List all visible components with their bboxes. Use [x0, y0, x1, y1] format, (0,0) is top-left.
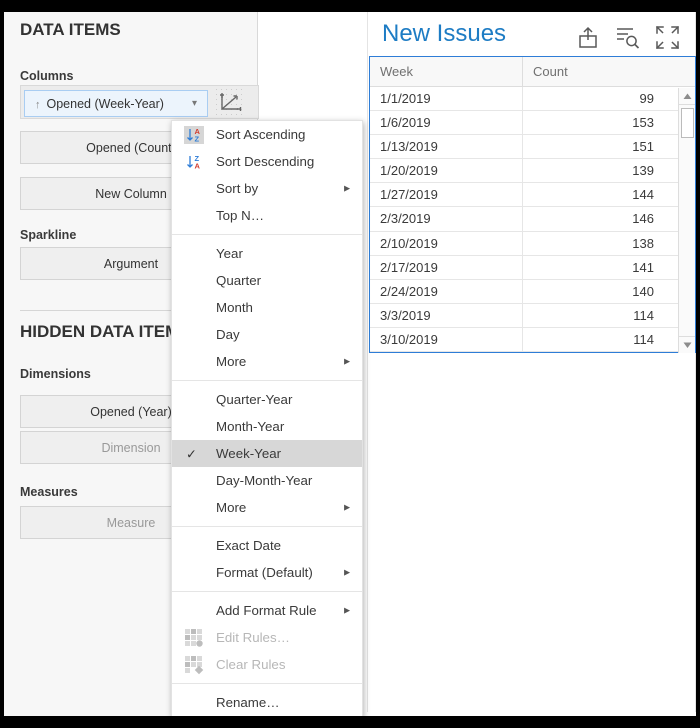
svg-text:A: A [195, 161, 201, 170]
svg-text:Z: Z [195, 134, 200, 143]
